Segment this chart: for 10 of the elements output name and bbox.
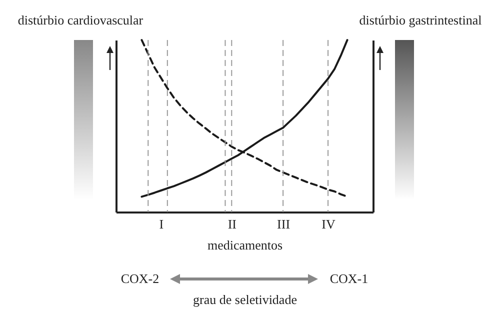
x-tick-label: III <box>277 216 290 232</box>
text: COX-2 <box>120 271 160 287</box>
y-axis-title: distúrbio cardiovascular <box>18 12 144 28</box>
x-tick-label: IV <box>322 216 336 232</box>
text: COX-1 <box>330 271 368 287</box>
x-tick-label: I <box>159 216 164 232</box>
x-axis-title: medicamentos <box>207 238 283 252</box>
text: grau de seletividade <box>193 292 297 308</box>
y2-axis-title: distúrbio gastrintestinal <box>359 12 482 28</box>
x-tick-label: II <box>228 216 236 232</box>
